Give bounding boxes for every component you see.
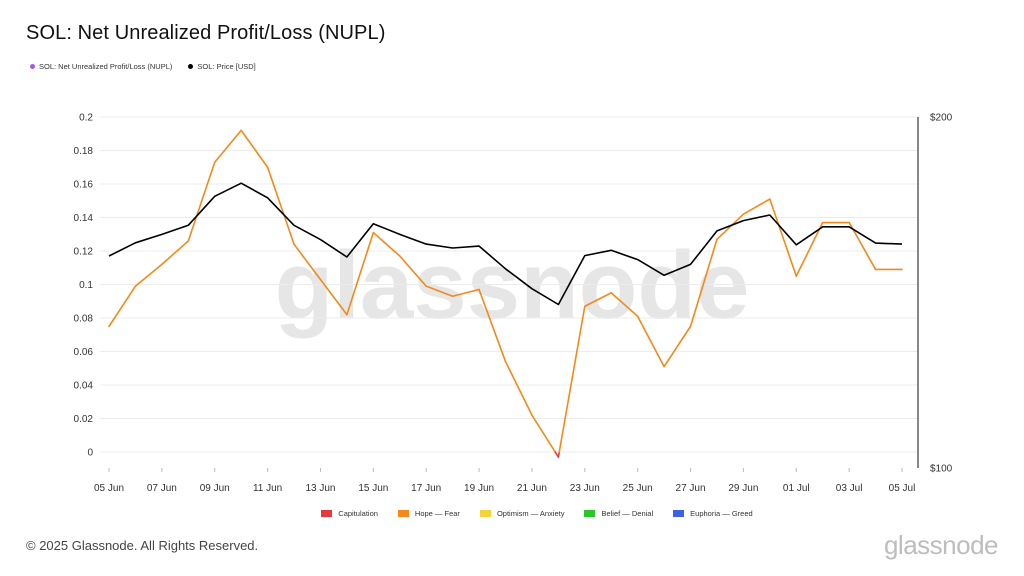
x-tick-label: 05 Jul xyxy=(889,483,916,494)
y-tick-label: 0.18 xyxy=(74,146,94,157)
nupl-segment xyxy=(504,360,533,416)
x-tick-label: 19 Jun xyxy=(464,483,494,494)
y-tick-label: 0.16 xyxy=(74,180,94,191)
zone-label-hope-fear: Hope — Fear xyxy=(414,509,460,518)
nupl-segment xyxy=(213,129,242,164)
nupl-segment xyxy=(478,288,507,363)
nupl-segment xyxy=(425,285,454,298)
zone-legend-hope-fear[interactable]: Hope — Fear xyxy=(397,509,460,518)
x-tick-label: 03 Jul xyxy=(836,483,863,494)
nupl-segment xyxy=(134,263,163,287)
nupl-segment xyxy=(795,221,824,277)
y-tick-label: 0.14 xyxy=(74,213,94,224)
y2-tick-label: $200 xyxy=(930,113,953,124)
x-tick-label: 23 Jun xyxy=(570,483,600,494)
legend-dot-nupl-icon xyxy=(30,64,35,69)
y-tick-label: 0.2 xyxy=(79,113,93,124)
nupl-segment xyxy=(266,166,295,246)
nupl-segment xyxy=(769,198,798,277)
nupl-segment xyxy=(558,305,586,453)
nupl-segment xyxy=(372,231,401,257)
price-series-line xyxy=(108,182,903,306)
legend-label-nupl: SOL: Net Unrealized Profit/Loss (NUPL) xyxy=(39,62,173,71)
y-tick-label: 0.12 xyxy=(74,247,94,258)
x-tick-label: 17 Jun xyxy=(411,483,441,494)
nupl-segment xyxy=(636,315,665,368)
zone-swatch-euphoria-greed-icon xyxy=(673,510,685,517)
y-tick-label: 0.06 xyxy=(74,347,94,358)
zone-swatch-optimism-anxiety-icon xyxy=(479,510,491,517)
x-tick-label: 21 Jun xyxy=(517,483,547,494)
x-tick-label: 01 Jul xyxy=(783,483,810,494)
zone-swatch-capitulation-icon xyxy=(321,510,333,517)
y-tick-label: 0.04 xyxy=(74,381,94,392)
zone-legend-euphoria-greed[interactable]: Euphoria — Greed xyxy=(673,509,753,518)
y-tick-label: 0.1 xyxy=(79,280,93,291)
zone-legend-belief-denial[interactable]: Belief — Denial xyxy=(584,509,653,518)
y2-tick-label: $100 xyxy=(930,464,953,475)
x-tick-label: 27 Jun xyxy=(676,483,706,494)
nupl-segment xyxy=(108,285,137,328)
x-tick-label: 09 Jun xyxy=(200,483,230,494)
y-tick-label: 0.08 xyxy=(74,314,94,325)
nupl-segment xyxy=(319,278,348,316)
copyright-text: © 2025 Glassnode. All Rights Reserved. xyxy=(26,538,259,553)
y-tick-label: 0 xyxy=(87,448,93,459)
nupl-segment xyxy=(531,414,556,453)
nupl-segment xyxy=(583,292,613,308)
legend-item-nupl[interactable]: SOL: Net Unrealized Profit/Loss (NUPL) xyxy=(30,62,172,71)
x-tick-label: 13 Jun xyxy=(305,483,335,494)
x-tick-label: 29 Jun xyxy=(728,483,758,494)
x-tick-label: 25 Jun xyxy=(623,483,653,494)
y-tick-label: 0.02 xyxy=(74,414,94,425)
zone-label-euphoria-greed: Euphoria — Greed xyxy=(690,509,753,518)
nupl-segment xyxy=(161,240,190,266)
zone-swatch-belief-denial-icon xyxy=(584,510,596,517)
nupl-segment xyxy=(240,129,269,169)
zone-swatch-hope-fear-icon xyxy=(397,510,409,517)
zone-legend-capitulation[interactable]: Capitulation xyxy=(321,509,378,518)
zone-label-belief-denial: Belief — Denial xyxy=(601,509,654,518)
page-title: SOL: Net Unrealized Profit/Loss (NUPL) xyxy=(26,22,386,44)
brand-logo: glassnode xyxy=(883,530,999,560)
legend-label-price: SOL: Price [USD] xyxy=(197,62,256,71)
x-tick-label: 07 Jun xyxy=(147,483,177,494)
zone-label-capitulation: Capitulation xyxy=(338,509,378,518)
nupl-segment xyxy=(187,161,216,242)
nupl-segment xyxy=(451,288,480,298)
nupl-segment xyxy=(610,292,639,318)
legend-dot-price-icon xyxy=(188,64,194,69)
nupl-segment xyxy=(663,325,692,368)
nupl-segment xyxy=(557,451,561,458)
watermark-text: glassnode xyxy=(275,232,750,339)
x-tick-label: 11 Jun xyxy=(253,483,282,494)
zone-legend: Capitulation Hope — Fear Optimism — Anxi… xyxy=(0,509,1024,518)
zone-label-optimism-anxiety: Optimism — Anxiety xyxy=(496,509,565,518)
nupl-segment xyxy=(398,255,428,287)
nupl-segment xyxy=(293,243,322,281)
legend-item-price[interactable]: SOL: Price [USD] xyxy=(188,62,256,71)
x-tick-label: 15 Jun xyxy=(358,483,388,494)
nupl-segment xyxy=(346,231,375,316)
x-tick-label: 05 Jun xyxy=(94,483,124,494)
nupl-segment xyxy=(742,198,771,215)
nupl-segment xyxy=(716,213,745,241)
nupl-segment xyxy=(689,238,718,328)
top-legend: SOL: Net Unrealized Profit/Loss (NUPL) S… xyxy=(30,62,256,71)
zone-legend-optimism-anxiety[interactable]: Optimism — Anxiety xyxy=(479,509,565,518)
